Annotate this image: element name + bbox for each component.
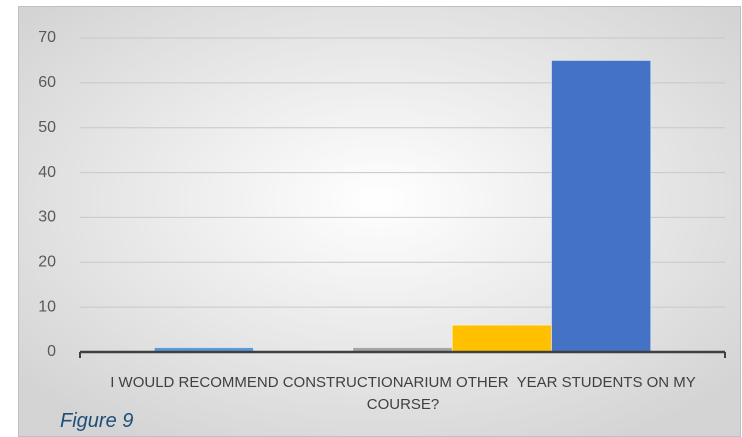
x-tick-label: I WOULD RECOMMEND CONSTRUCTIONARIUM OTHE… (110, 374, 700, 413)
y-tick-label: 40 (38, 164, 56, 181)
y-tick-label: 0 (47, 343, 56, 360)
y-tick-label: 10 (38, 298, 56, 315)
figure-caption: Figure 9 (60, 410, 134, 432)
bar (551, 60, 652, 353)
y-tick-label: 60 (38, 74, 56, 91)
y-tick-label: 20 (38, 254, 56, 271)
y-tick-label: 50 (38, 119, 56, 136)
bar (451, 324, 552, 353)
y-tick-label: 30 (38, 209, 56, 226)
y-tick-label: 70 (38, 29, 56, 46)
